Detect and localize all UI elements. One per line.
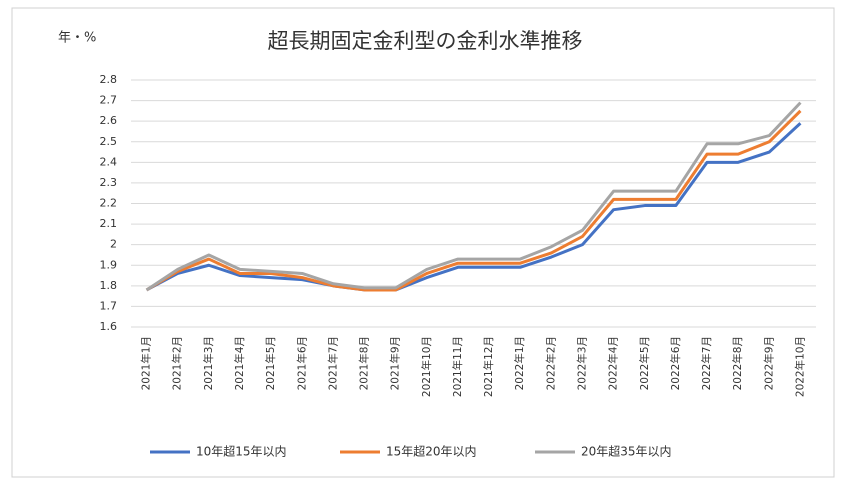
- x-tick-label: 2021年4月: [233, 336, 246, 390]
- y-tick-label: 2: [110, 238, 117, 251]
- y-tick-label: 1.7: [100, 299, 118, 312]
- y-tick-label: 1.8: [100, 279, 118, 292]
- x-tick-label: 2021年5月: [264, 336, 277, 390]
- y-tick-label: 1.9: [100, 258, 118, 271]
- x-tick-label: 2021年11月: [451, 336, 464, 397]
- y-tick-label: 2.7: [100, 94, 118, 107]
- legend-label: 10年超15年以内: [196, 444, 287, 459]
- x-tick-label: 2022年10月: [793, 336, 806, 397]
- series-line: [145, 122, 802, 292]
- x-tick-label: 2021年9月: [389, 336, 402, 390]
- y-axis-label: 年・%: [58, 31, 96, 46]
- y-tick-label: 2.8: [100, 73, 118, 86]
- y-tick-label: 2.1: [100, 217, 118, 230]
- x-tick-label: 2021年3月: [202, 336, 215, 390]
- x-tick-label: 2021年10月: [420, 336, 433, 397]
- legend-label: 20年超35年以内: [581, 444, 672, 459]
- x-tick-label: 2021年6月: [295, 336, 308, 390]
- y-tick-label: 2.2: [100, 197, 118, 210]
- x-tick-label: 2021年1月: [140, 336, 153, 390]
- x-tick-label: 2022年2月: [544, 336, 557, 390]
- y-tick-label: 2.3: [100, 176, 118, 189]
- x-tick-label: 2022年6月: [669, 336, 682, 390]
- x-tick-label: 2021年12月: [482, 336, 495, 397]
- series-line: [145, 101, 802, 292]
- x-tick-label: 2022年3月: [575, 336, 588, 390]
- x-tick-label: 2022年5月: [638, 336, 651, 390]
- chart-title: 超長期固定金利型の金利水準推移: [268, 29, 583, 53]
- x-tick-label: 2021年7月: [326, 336, 339, 390]
- series-line: [145, 109, 802, 292]
- x-tick-label: 2022年7月: [700, 336, 713, 390]
- x-tick-label: 2022年8月: [731, 336, 744, 390]
- y-tick-label: 2.6: [100, 114, 118, 127]
- x-tick-label: 2022年4月: [607, 336, 620, 390]
- chart-frame: [11, 7, 835, 478]
- x-tick-label: 2022年1月: [513, 336, 526, 390]
- x-tick-label: 2021年2月: [171, 336, 184, 390]
- x-tick-label: 2022年9月: [762, 336, 775, 390]
- y-tick-label: 2.5: [100, 135, 118, 148]
- x-tick-label: 2021年8月: [358, 336, 371, 390]
- y-tick-label: 2.4: [100, 155, 118, 168]
- y-tick-label: 1.6: [100, 320, 118, 333]
- legend-label: 15年超20年以内: [386, 444, 477, 459]
